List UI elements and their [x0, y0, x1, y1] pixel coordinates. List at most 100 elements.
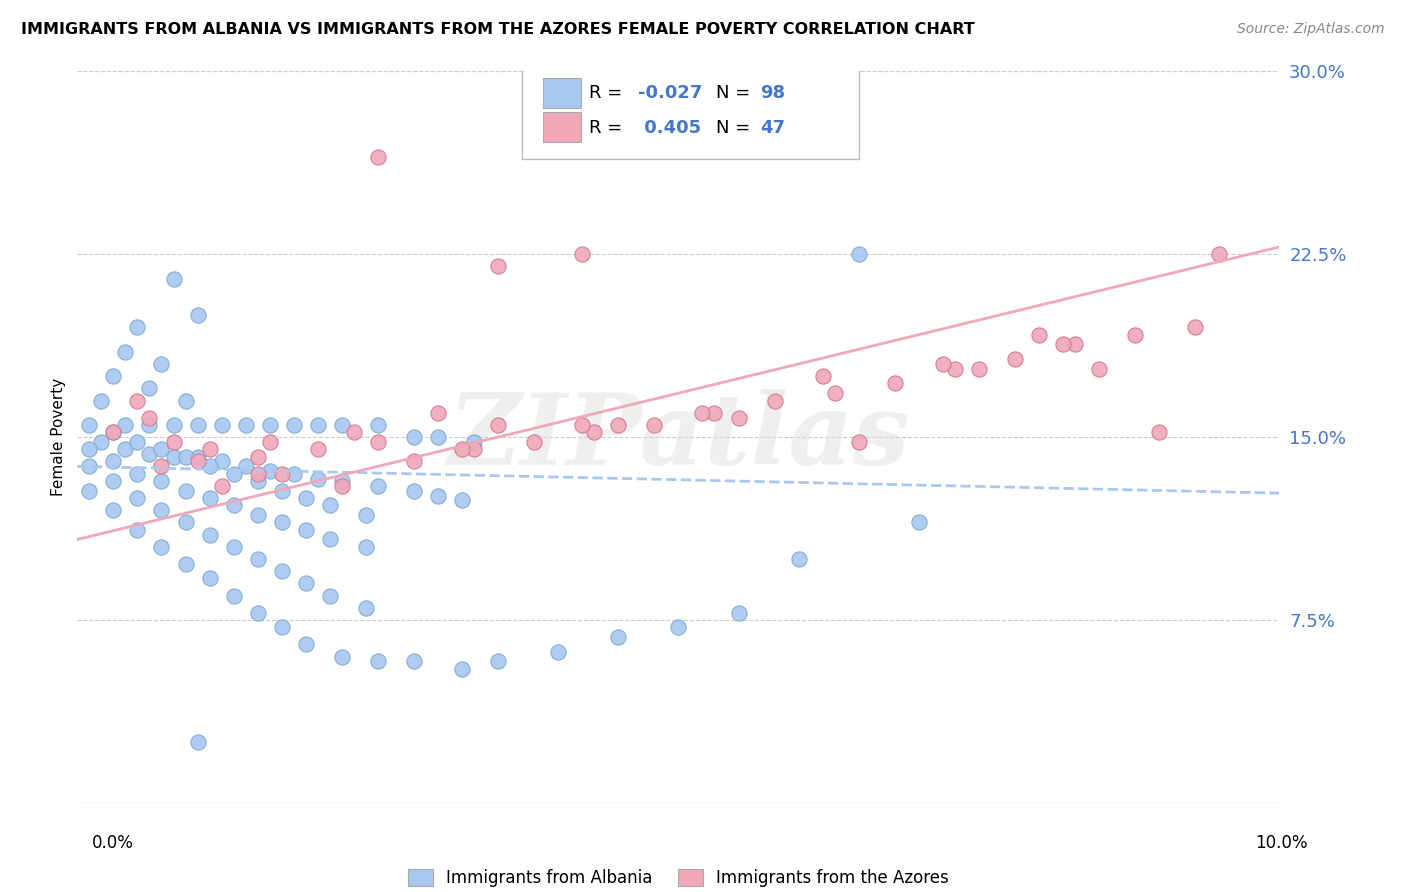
Point: [908, 516, 931, 530]
Point: [138, 417, 160, 432]
Point: [103, 454, 125, 468]
Text: 0.0%: 0.0%: [91, 834, 134, 852]
Point: [294, 523, 316, 537]
Y-axis label: Female Poverty: Female Poverty: [51, 378, 66, 496]
Point: [211, 417, 233, 432]
Point: [283, 417, 305, 432]
Point: [402, 454, 425, 468]
Point: [174, 557, 197, 571]
Point: [668, 620, 690, 634]
Point: [198, 572, 221, 586]
Point: [127, 320, 149, 334]
Point: [643, 417, 665, 432]
Point: [319, 499, 342, 513]
Point: [763, 393, 786, 408]
Point: [150, 357, 173, 371]
Point: [114, 344, 136, 359]
Point: [270, 516, 292, 530]
Point: [692, 406, 714, 420]
FancyBboxPatch shape: [543, 78, 581, 108]
Text: ZIPatlas: ZIPatlas: [447, 389, 910, 485]
Point: [90, 434, 112, 449]
Point: [294, 637, 316, 651]
Point: [848, 434, 870, 449]
Point: [523, 434, 546, 449]
Point: [79, 483, 101, 498]
Point: [1004, 352, 1026, 367]
Point: [427, 406, 450, 420]
Point: [402, 430, 425, 444]
Point: [1184, 320, 1206, 334]
Point: [883, 376, 905, 391]
Point: [79, 442, 101, 457]
Point: [211, 454, 233, 468]
Point: [138, 447, 160, 461]
Point: [114, 417, 136, 432]
Point: [367, 654, 389, 668]
Point: [307, 442, 329, 457]
Point: [486, 260, 509, 274]
Point: [571, 417, 593, 432]
Point: [246, 467, 269, 481]
Point: [198, 459, 221, 474]
Point: [186, 454, 209, 468]
Point: [319, 533, 342, 547]
Point: [162, 434, 184, 449]
Point: [787, 552, 810, 566]
Point: [198, 527, 221, 541]
Point: [547, 645, 569, 659]
Point: [174, 516, 197, 530]
Text: R =: R =: [589, 85, 628, 103]
Point: [727, 410, 749, 425]
Point: [186, 308, 209, 322]
Point: [451, 442, 474, 457]
Point: [607, 630, 630, 644]
Point: [270, 467, 292, 481]
Point: [162, 271, 184, 285]
Point: [330, 417, 353, 432]
Point: [150, 474, 173, 488]
Point: [127, 467, 149, 481]
Point: [222, 467, 245, 481]
Point: [1028, 327, 1050, 342]
Text: R =: R =: [589, 119, 628, 136]
Point: [103, 425, 125, 440]
Point: [174, 450, 197, 464]
Point: [283, 467, 305, 481]
Point: [463, 442, 485, 457]
Point: [367, 150, 389, 164]
Text: 0.405: 0.405: [637, 119, 700, 136]
Point: [703, 406, 725, 420]
Point: [307, 471, 329, 485]
Point: [222, 499, 245, 513]
Point: [294, 491, 316, 505]
Point: [246, 474, 269, 488]
Point: [103, 503, 125, 517]
Point: [367, 479, 389, 493]
Point: [150, 442, 173, 457]
Text: N =: N =: [716, 119, 755, 136]
Point: [198, 442, 221, 457]
Point: [222, 589, 245, 603]
FancyBboxPatch shape: [522, 57, 859, 159]
Text: -0.027: -0.027: [637, 85, 702, 103]
Point: [343, 425, 366, 440]
Point: [103, 369, 125, 384]
Point: [811, 369, 834, 384]
Point: [367, 434, 389, 449]
Point: [186, 450, 209, 464]
Point: [127, 523, 149, 537]
Point: [354, 540, 377, 554]
Point: [330, 649, 353, 664]
Point: [270, 483, 292, 498]
Point: [186, 417, 209, 432]
Point: [932, 357, 955, 371]
Point: [1064, 337, 1087, 351]
Point: [451, 493, 474, 508]
Point: [1149, 425, 1171, 440]
Point: [79, 417, 101, 432]
Text: N =: N =: [716, 85, 755, 103]
Point: [127, 393, 149, 408]
Point: [1088, 361, 1111, 376]
Text: IMMIGRANTS FROM ALBANIA VS IMMIGRANTS FROM THE AZORES FEMALE POVERTY CORRELATION: IMMIGRANTS FROM ALBANIA VS IMMIGRANTS FR…: [21, 22, 974, 37]
